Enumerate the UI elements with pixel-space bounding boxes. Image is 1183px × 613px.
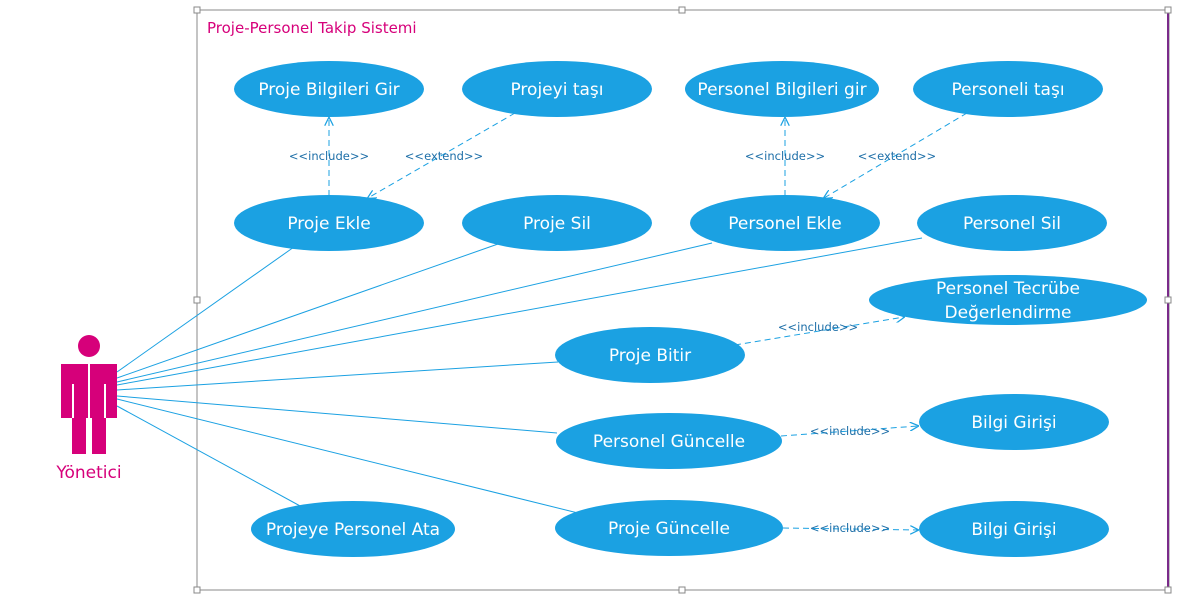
use-case-label: Projeyi taşı xyxy=(510,80,603,100)
actor-name: Yönetici xyxy=(55,463,121,483)
include-arrow-tecrube xyxy=(734,317,904,346)
use-case-label: Personeli taşı xyxy=(951,80,1064,100)
use-case-label: Proje Sil xyxy=(523,214,591,234)
actor-yonetici[interactable]: Yönetici xyxy=(55,335,122,483)
use-case-label: Değerlendirme xyxy=(945,303,1072,323)
system-boundary[interactable]: Proje-Personel Takip Sistemi xyxy=(193,6,1172,594)
use-case-personel-guncelle[interactable]: Personel Güncelle xyxy=(556,413,782,469)
relation-label: <<include>> xyxy=(745,149,825,163)
actor-associations xyxy=(116,237,923,515)
use-case-projeyi-tasi[interactable]: Projeyi taşı xyxy=(462,61,652,117)
assoc-projeye-personel-ata xyxy=(116,405,303,508)
use-case-personel-ekle[interactable]: Personel Ekle xyxy=(690,195,880,251)
use-case-bilgi-girisi-2[interactable]: Bilgi Girişi xyxy=(919,501,1109,557)
extend-arrow-projeyi-tasi xyxy=(368,112,516,198)
use-case-personel-bilgileri-gir[interactable]: Personel Bilgileri gir xyxy=(685,61,879,117)
assoc-proje-ekle xyxy=(116,246,295,373)
resize-handle-left[interactable] xyxy=(193,296,201,304)
use-case-bilgi-girisi-1[interactable]: Bilgi Girişi xyxy=(919,394,1109,450)
system-title: Proje-Personel Takip Sistemi xyxy=(207,19,417,37)
use-case-proje-guncelle[interactable]: Proje Güncelle xyxy=(555,500,783,556)
relation-label: <<include>> xyxy=(289,149,369,163)
relation-label: <<include>> xyxy=(778,320,858,334)
use-case-label: Personel Bilgileri gir xyxy=(697,80,866,100)
use-case-label: Personel Sil xyxy=(963,214,1061,234)
resize-handle-top-left[interactable] xyxy=(193,6,201,14)
use-case-label: Projeye Personel Ata xyxy=(266,520,440,540)
assoc-proje-bitir xyxy=(116,361,559,391)
stick-figure-actor-icon xyxy=(61,335,117,454)
resize-handle-right[interactable] xyxy=(1164,296,1172,304)
use-case-projeye-personel-ata[interactable]: Projeye Personel Ata xyxy=(251,501,455,557)
use-case-proje-ekle[interactable]: Proje Ekle xyxy=(234,195,424,251)
assoc-personel-guncelle xyxy=(116,395,558,434)
use-case-label: Personel Güncelle xyxy=(593,432,745,452)
assoc-proje-sil xyxy=(116,243,499,379)
use-case-label: Proje Güncelle xyxy=(608,519,730,539)
use-case-label: Personel Tecrübe xyxy=(936,279,1080,299)
assoc-personel-sil xyxy=(116,237,923,386)
resize-handle-bottom-right[interactable] xyxy=(1164,586,1172,594)
use-case-personeli-tasi[interactable]: Personeli taşı xyxy=(913,61,1103,117)
dependency-relations: <<include>> <<extend>> <<include>> <<ext… xyxy=(289,112,968,535)
resize-handle-top[interactable] xyxy=(678,6,686,14)
use-case-label: Bilgi Girişi xyxy=(971,413,1056,433)
relation-label: <<extend>> xyxy=(858,149,936,163)
assoc-personel-ekle xyxy=(116,242,713,383)
include-arrow-bilgi-girisi-2 xyxy=(782,528,918,530)
use-case-personel-tecrube-degerlendirme[interactable]: Personel Tecrübe Değerlendirme xyxy=(869,275,1147,325)
use-case-personel-sil[interactable]: Personel Sil xyxy=(917,195,1107,251)
extend-arrow-personeli-tasi xyxy=(824,112,968,198)
resize-handle-bottom-left[interactable] xyxy=(193,586,201,594)
relation-label: <<include>> xyxy=(810,424,890,438)
use-case-proje-sil[interactable]: Proje Sil xyxy=(462,195,652,251)
use-case-proje-bitir[interactable]: Proje Bitir xyxy=(555,327,745,383)
use-case-label: Proje Bilgileri Gir xyxy=(258,80,399,100)
include-arrow-bilgi-girisi-1 xyxy=(780,426,918,437)
assoc-proje-guncelle xyxy=(116,398,583,515)
use-case-label: Proje Bitir xyxy=(609,346,691,366)
use-case-label: Personel Ekle xyxy=(728,214,841,234)
use-case-proje-bilgileri-gir[interactable]: Proje Bilgileri Gir xyxy=(234,61,424,117)
relation-label: <<include>> xyxy=(810,521,890,535)
resize-handle-bottom[interactable] xyxy=(678,586,686,594)
relation-label: <<extend>> xyxy=(405,149,483,163)
use-case-label: Proje Ekle xyxy=(287,214,370,234)
resize-handle-top-right[interactable] xyxy=(1164,6,1172,14)
use-case-label: Bilgi Girişi xyxy=(971,520,1056,540)
